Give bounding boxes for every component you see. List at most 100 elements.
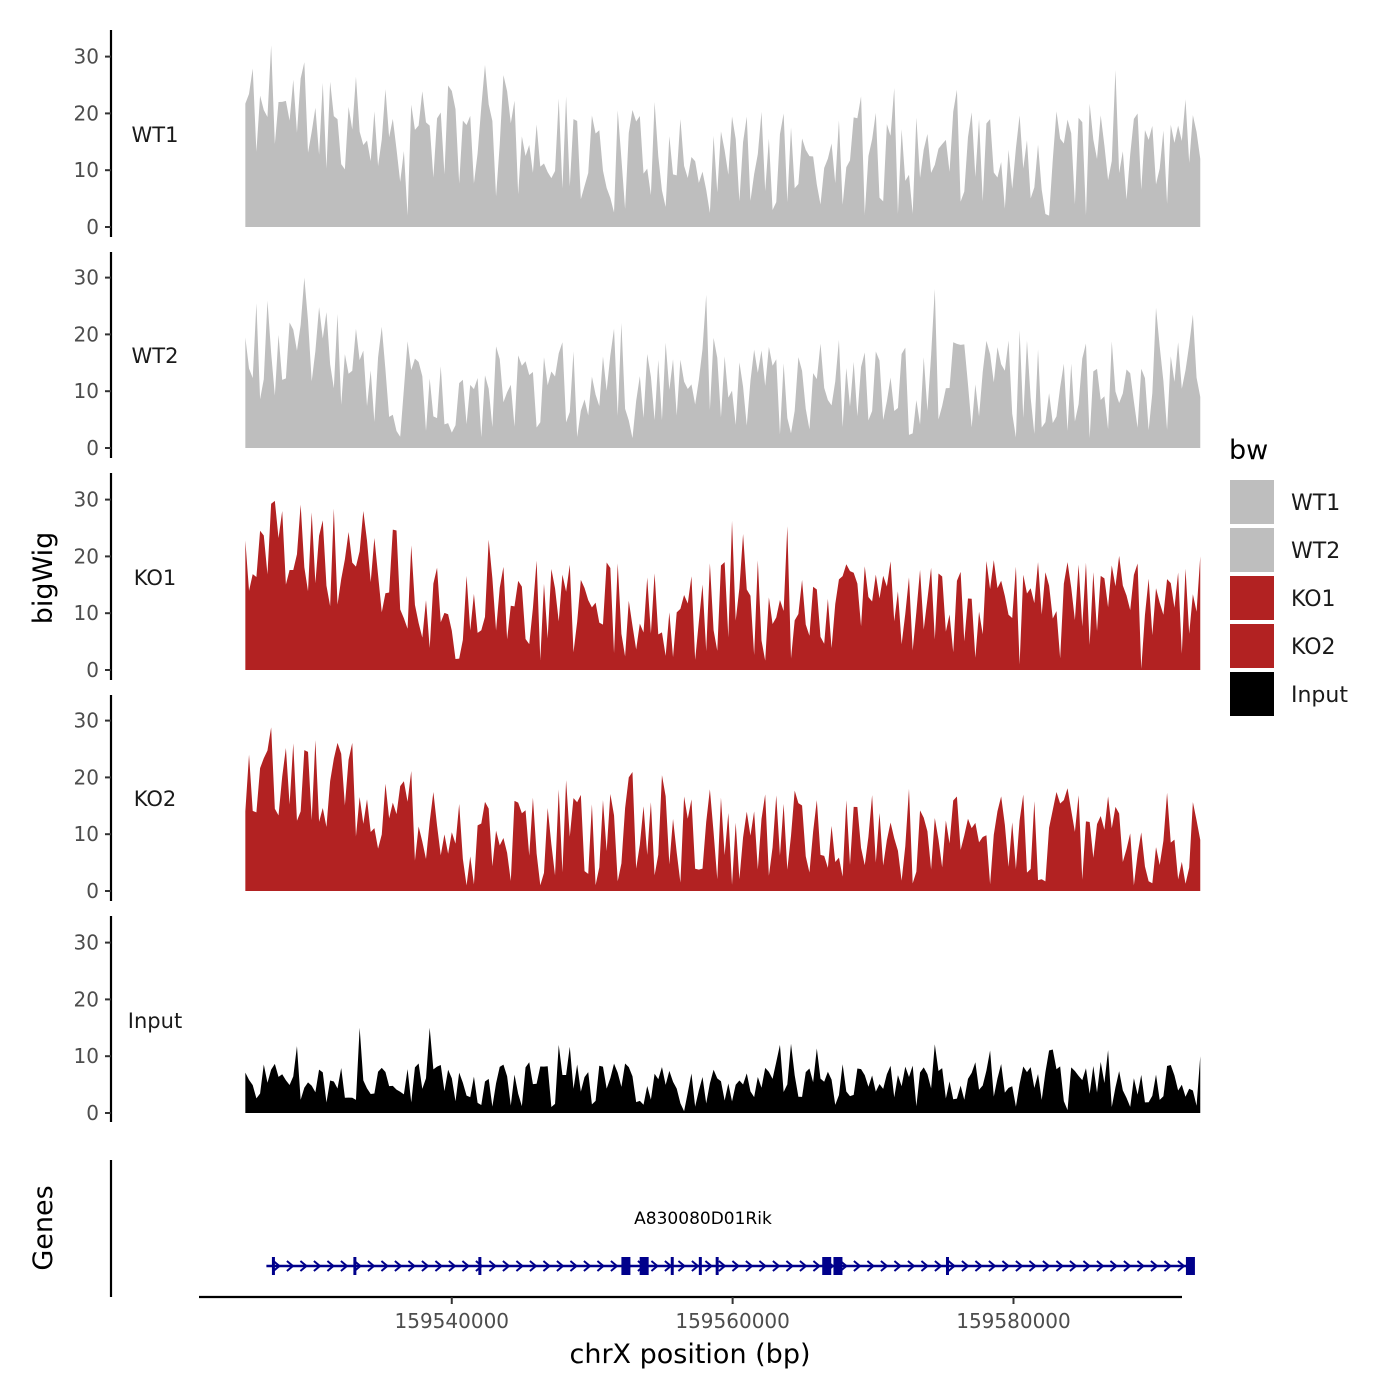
strand-arrow [785, 1260, 794, 1272]
legend-swatch-ko1 [1230, 576, 1274, 620]
coverage-area-wt1 [245, 45, 1201, 227]
track-wt1: 0 10 20 30 WT1 [74, 30, 1201, 239]
strand-arrow [286, 1260, 295, 1272]
y-tick-label: 20 [74, 765, 99, 789]
y-tick-label: 20 [74, 987, 99, 1011]
strand-arrow [1096, 1260, 1105, 1272]
strand-arrow [353, 1260, 362, 1272]
strand-arrow [758, 1260, 767, 1272]
strand-arrow [326, 1260, 335, 1272]
strand-arrow [799, 1260, 808, 1272]
legend-label-wt2: WT2 [1291, 539, 1340, 564]
strand-arrow [1015, 1260, 1024, 1272]
strand-arrow [880, 1260, 889, 1272]
strand-arrow [407, 1260, 416, 1272]
strand-arrow [1163, 1260, 1172, 1272]
coverage-area-ko2 [245, 727, 1201, 891]
strand-arrow [515, 1260, 524, 1272]
strand-arrow [731, 1260, 740, 1272]
strand-arrow [812, 1260, 821, 1272]
legend-swatch-wt2 [1230, 528, 1274, 572]
strand-arrow [461, 1260, 470, 1272]
legend-label-wt1: WT1 [1291, 491, 1340, 516]
y-tick-label: 0 [86, 436, 99, 460]
strand-arrow [1177, 1260, 1186, 1272]
strand-arrow [704, 1260, 713, 1272]
track-wt2: 0 10 20 30 WT2 [74, 252, 1201, 460]
legend-title: bw [1229, 435, 1268, 466]
genes-axis-title: Genes [28, 1185, 59, 1270]
gene-model [266, 1257, 1195, 1275]
strand-arrow [988, 1260, 997, 1272]
strand-arrow [299, 1260, 308, 1272]
strand-arrow [542, 1260, 551, 1272]
exon [353, 1257, 357, 1275]
strand-arrow [367, 1260, 376, 1272]
y-tick-label: 10 [74, 601, 99, 625]
strand-arrow [1109, 1260, 1118, 1272]
strand-arrow [1055, 1260, 1064, 1272]
y-tick-label: 0 [86, 658, 99, 682]
y-tick-label: 20 [74, 322, 99, 346]
legend-items: WT1 WT2 KO1 KO2 Input [1230, 480, 1348, 716]
x-tick-label: 159540000 [395, 1309, 510, 1333]
strand-arrow [866, 1260, 875, 1272]
exon [822, 1257, 832, 1275]
track-label-ko1: KO1 [134, 566, 177, 590]
legend-swatch-ko2 [1230, 624, 1274, 668]
strand-arrow [340, 1260, 349, 1272]
strand-arrow [1123, 1260, 1132, 1272]
gene-name-label: A830080D01Rik [634, 1209, 772, 1229]
y-tick-label: 0 [86, 215, 99, 239]
strand-arrow [907, 1260, 916, 1272]
exon [1185, 1257, 1195, 1275]
coverage-tracks: 0 10 20 30 WT1 0 10 20 30 WT2 0 10 20 30 KO1 0 10 20 30 KO2… [74, 30, 1201, 1125]
strand-arrow [313, 1260, 322, 1272]
strand-arrow [434, 1260, 443, 1272]
x-axis: 159540000 159560000 159580000 chrX positio… [199, 1295, 1182, 1370]
track-label-ko2: KO2 [134, 787, 177, 811]
strand-arrow [974, 1260, 983, 1272]
strand-arrow [569, 1260, 578, 1272]
track-label-wt1: WT1 [132, 123, 179, 147]
y-tick-label: 10 [74, 379, 99, 403]
legend: bw WT1 WT2 KO1 KO2 Input [1229, 435, 1348, 716]
y-tick-label: 10 [74, 158, 99, 182]
strand-arrow [1136, 1260, 1145, 1272]
strand-arrow [610, 1260, 619, 1272]
strand-arrow [853, 1260, 862, 1272]
exon [698, 1257, 702, 1275]
y-tick-label: 0 [86, 1101, 99, 1125]
strand-arrow [893, 1260, 902, 1272]
y-axis-title: bigWig [28, 532, 59, 625]
exon [478, 1257, 482, 1275]
coverage-area-input [245, 1027, 1201, 1113]
exon [621, 1257, 631, 1275]
strand-arrow [718, 1260, 727, 1272]
y-tick-label: 30 [74, 45, 99, 69]
strand-arrow [272, 1260, 281, 1272]
strand-arrow [947, 1260, 956, 1272]
strand-arrow [1028, 1260, 1037, 1272]
legend-label-ko2: KO2 [1291, 635, 1336, 660]
exon [715, 1257, 719, 1275]
strand-arrow [772, 1260, 781, 1272]
strand-arrow [529, 1260, 538, 1272]
strand-arrow [421, 1260, 430, 1272]
y-tick-label: 30 [74, 931, 99, 955]
strand-arrow [1069, 1260, 1078, 1272]
strand-arrow [583, 1260, 592, 1272]
strand-arrow [745, 1260, 754, 1272]
exon [639, 1257, 649, 1275]
track-ko2: 0 10 20 30 KO2 [74, 695, 1201, 903]
legend-label-ko1: KO1 [1291, 587, 1336, 612]
coverage-area-ko1 [245, 500, 1201, 670]
strand-arrow [475, 1260, 484, 1272]
strand-arrow [448, 1260, 457, 1272]
y-tick-label: 30 [74, 488, 99, 512]
y-tick-label: 30 [74, 709, 99, 733]
y-tick-label: 30 [74, 266, 99, 290]
coverage-area-wt2 [245, 277, 1201, 448]
x-tick-label: 159580000 [956, 1309, 1071, 1333]
gene-panel: Genes A830080D01Rik [28, 1160, 1195, 1297]
